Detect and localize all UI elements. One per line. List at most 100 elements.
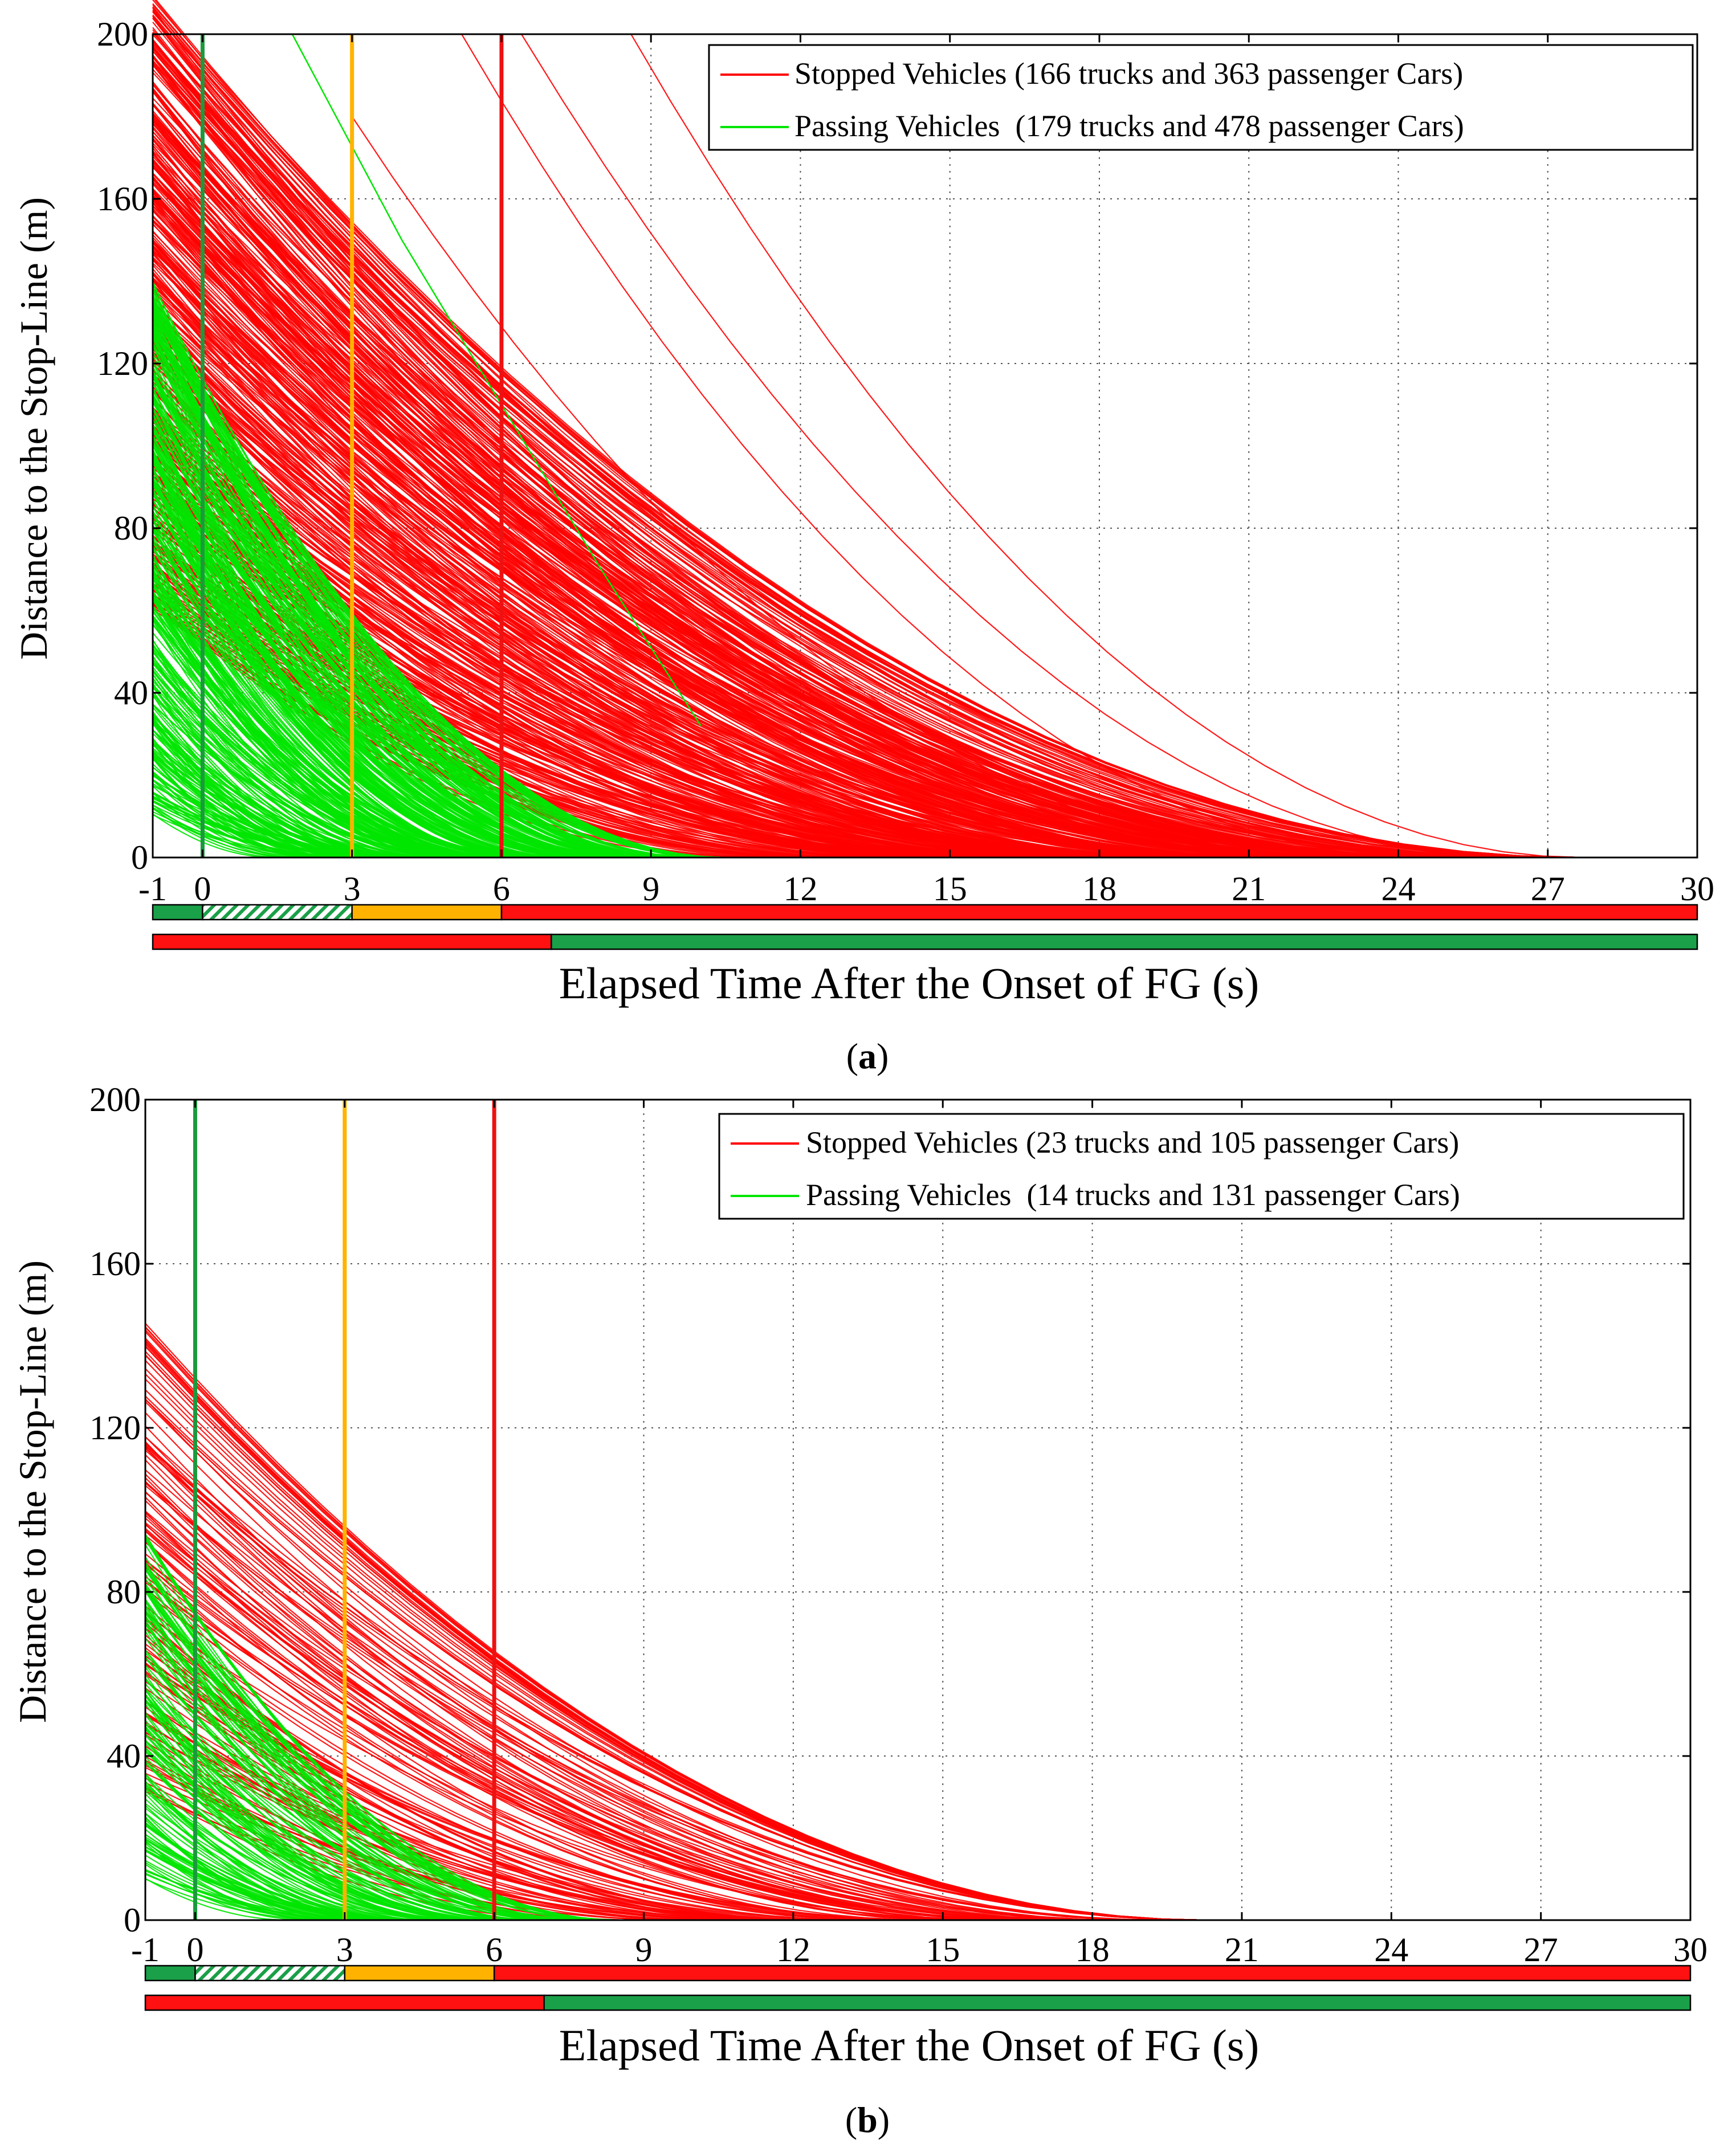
y-tick-label: 0 <box>131 839 148 876</box>
panel-a-legend-box <box>708 44 1694 151</box>
vehicle-trace <box>145 1623 524 1921</box>
x-tick-label: 3 <box>336 1931 353 1969</box>
vehicle-trace <box>145 1326 1207 1921</box>
vehicle-trace <box>152 478 561 859</box>
vehicle-trace <box>152 279 1257 859</box>
signal-segment-green <box>144 1965 196 1982</box>
vehicle-trace <box>152 376 1176 859</box>
panel-a-y-axis-label: Distance to the Stop-Line (m) <box>12 197 55 660</box>
vehicle-trace <box>152 68 1537 859</box>
vehicle-trace <box>145 1860 354 1921</box>
vehicle-trace <box>152 22 1490 859</box>
vehicle-trace <box>145 1823 394 1921</box>
vehicle-trace <box>152 158 1221 859</box>
panel-b-y-ticks: 0 40 80 120 160 200 <box>89 1081 1690 1939</box>
vehicle-trace <box>152 807 283 859</box>
vehicle-trace <box>145 1354 1207 1921</box>
vehicle-trace <box>152 807 317 859</box>
x-tick-label: -1 <box>131 1931 160 1969</box>
x-tick-label: 24 <box>1381 870 1415 908</box>
x-tick-label: 9 <box>642 870 659 908</box>
vehicle-trace <box>152 291 726 859</box>
y-tick-label: 120 <box>97 345 148 382</box>
panel-a-legend: Stopped Vehicles (166 trucks and 363 pas… <box>708 44 1694 151</box>
vehicle-trace <box>145 1441 1046 1921</box>
panel-a-x-axis-label: Elapsed Time After the Onset of FG (s) <box>559 958 1259 1008</box>
panel-b-legend-stopped-label: Stopped Vehicles (23 trucks and 105 pass… <box>806 1125 1459 1159</box>
vehicle-trace <box>152 595 540 859</box>
signal-segment-red <box>144 1994 545 2011</box>
vehicle-trace <box>145 1522 1119 1921</box>
vehicle-trace <box>152 55 1554 859</box>
vehicle-trace <box>145 1605 891 1921</box>
panel-b-signal-bar-bottom <box>144 1994 1692 2011</box>
vehicle-trace <box>145 1538 619 1921</box>
vehicle-trace <box>152 189 1261 859</box>
vehicle-trace <box>520 34 1523 859</box>
vehicle-trace <box>152 648 422 859</box>
vehicle-trace <box>152 445 577 859</box>
vehicle-trace <box>152 91 1300 859</box>
vehicle-trace <box>152 296 1321 859</box>
vehicle-trace <box>145 1469 1160 1921</box>
vehicle-trace <box>145 1389 1203 1921</box>
signal-segment-red <box>152 933 552 950</box>
y-tick-label: 80 <box>114 509 148 547</box>
vehicle-trace <box>152 346 647 859</box>
vehicle-trace <box>152 741 430 859</box>
vehicle-trace <box>145 1483 1170 1921</box>
vehicle-trace <box>145 1743 486 1921</box>
vehicle-trace <box>152 337 618 859</box>
x-tick-label: 30 <box>1673 1931 1708 1969</box>
vehicle-trace <box>152 704 407 859</box>
vehicle-trace <box>152 743 336 859</box>
y-tick-label: 0 <box>124 1901 141 1939</box>
vehicle-trace <box>152 322 661 859</box>
vehicle-trace <box>152 328 1256 859</box>
vehicle-trace <box>145 1398 1121 1921</box>
y-tick-label: 200 <box>89 1081 141 1118</box>
vehicle-trace <box>152 766 362 859</box>
panel-b-legend: Stopped Vehicles (23 trucks and 105 pass… <box>718 1113 1685 1220</box>
vehicle-trace <box>152 785 302 859</box>
vehicle-trace <box>152 483 1040 859</box>
signal-segment-yellow <box>344 1965 495 1982</box>
vehicle-trace <box>152 196 1448 859</box>
vehicle-trace <box>152 409 607 859</box>
vehicle-trace <box>152 435 586 859</box>
panel-a-label: (a) <box>846 1036 889 1076</box>
vehicle-trace <box>152 259 1325 859</box>
vehicle-trace <box>152 46 1583 859</box>
vehicle-trace <box>152 84 1451 859</box>
vehicle-trace <box>152 317 1106 859</box>
x-tick-label: 3 <box>344 870 361 908</box>
vehicle-trace <box>145 1781 398 1921</box>
x-tick-label: 30 <box>1680 870 1714 908</box>
vehicle-trace <box>152 808 299 859</box>
vehicle-trace <box>152 280 1123 859</box>
vehicle-trace <box>145 1611 887 1921</box>
panel-a-x-ticks: -1 0 3 6 9 12 15 18 21 24 27 30 <box>138 34 1714 908</box>
vehicle-trace <box>152 310 719 859</box>
vehicle-trace <box>152 89 1417 859</box>
vehicle-trace <box>145 1412 1108 1921</box>
vehicle-trace <box>152 271 1179 859</box>
panel-a-legend-passing-label: Passing Vehicles (179 trucks and 478 pas… <box>794 109 1464 143</box>
signal-segment-green <box>152 904 203 921</box>
y-tick-label: 80 <box>107 1573 141 1611</box>
panel-b-grid <box>145 1100 1690 1920</box>
vehicle-trace <box>145 1359 1207 1921</box>
x-tick-label: 21 <box>1225 1931 1259 1969</box>
panel-b-stopped-traces <box>145 1322 1207 1921</box>
y-tick-label: 40 <box>107 1737 141 1775</box>
vehicle-trace <box>145 1741 500 1921</box>
vehicle-trace <box>145 1492 1065 1921</box>
vehicle-trace <box>145 1677 539 1921</box>
panel-a-legend-stopped-label: Stopped Vehicles (166 trucks and 363 pas… <box>794 56 1463 91</box>
vehicle-trace <box>152 620 427 859</box>
vehicle-trace <box>145 1607 585 1921</box>
vehicle-trace <box>461 34 1424 859</box>
vehicle-trace <box>152 390 674 859</box>
vehicle-trace <box>152 755 424 859</box>
signal-segment-green <box>551 933 1698 950</box>
